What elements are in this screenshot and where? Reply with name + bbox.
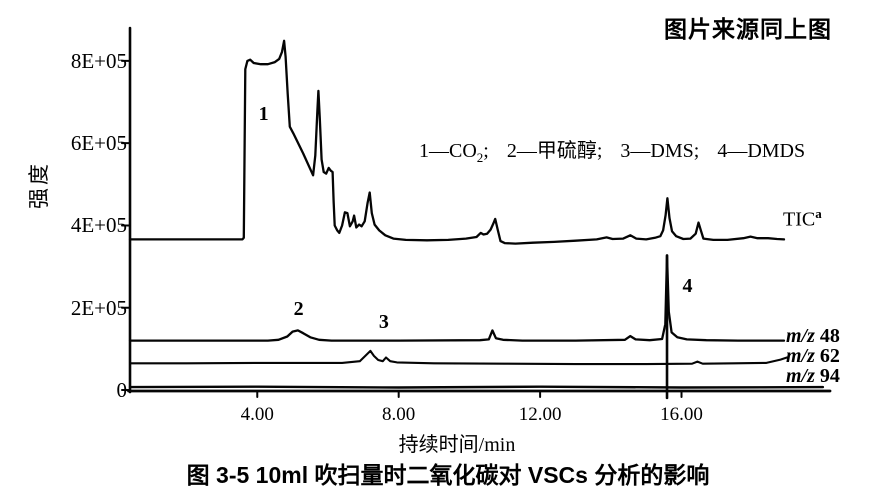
tic-superscript: a [815, 206, 822, 221]
legend-text-part2: ; 2—甲硫醇; 3—DMS; 4—DMDS [483, 140, 806, 162]
compound-legend: 1—CO2; 2—甲硫醇; 3—DMS; 4—DMDS [383, 111, 805, 189]
y-tick-label-zero: 0 [116, 378, 128, 402]
tic-label-text: TIC [783, 208, 816, 231]
trace-tic [128, 39, 786, 245]
legend-text-part1: 1—CO [419, 140, 477, 162]
trace-mz94 [128, 385, 825, 389]
trace-label-mz48: m/z 48 [786, 325, 840, 347]
peak-label-4: 4 [682, 275, 693, 298]
x-tick-label-4: 4.00 [240, 404, 274, 425]
peak-label-1: 1 [258, 103, 269, 126]
y-tick-label-4e05: 4E+05 [70, 213, 127, 238]
peak-label-3: 3 [378, 310, 389, 333]
y-tick-label-8e05: 8E+05 [70, 48, 127, 73]
source-note: 图片来源同上图 [664, 16, 832, 42]
trace-label-mz62: m/z 62 [786, 345, 840, 367]
figure-caption: 图 3-5 10ml 吹扫量时二氧化碳对 VSCs 分析的影响 [186, 462, 710, 488]
trace-mz48 [128, 254, 786, 342]
peak-label-2: 2 [293, 297, 304, 320]
trace-mz62 [128, 349, 788, 366]
mz48-prefix: m/z [786, 325, 815, 347]
y-axis-title: 强度 [27, 161, 51, 209]
y-tick-label-6e05: 6E+05 [70, 131, 127, 156]
mz94-prefix: m/z [786, 365, 815, 387]
x-tick-label-12: 12.00 [518, 404, 562, 425]
x-tick-label-16: 16.00 [660, 404, 703, 425]
mz48-value: 48 [819, 325, 840, 347]
x-tick-label-8: 8.00 [382, 404, 416, 425]
mz62-prefix: m/z [786, 345, 815, 367]
mz94-value: 94 [819, 365, 840, 387]
legend-subscript: 2 [476, 150, 484, 165]
trace-label-mz94: m/z 94 [786, 365, 840, 387]
mz62-value: 62 [819, 345, 840, 367]
trace-label-tic: TICa [783, 203, 822, 231]
x-axis-title: 持续时间/min [398, 434, 516, 456]
y-tick-label-2e05: 2E+05 [70, 295, 127, 320]
